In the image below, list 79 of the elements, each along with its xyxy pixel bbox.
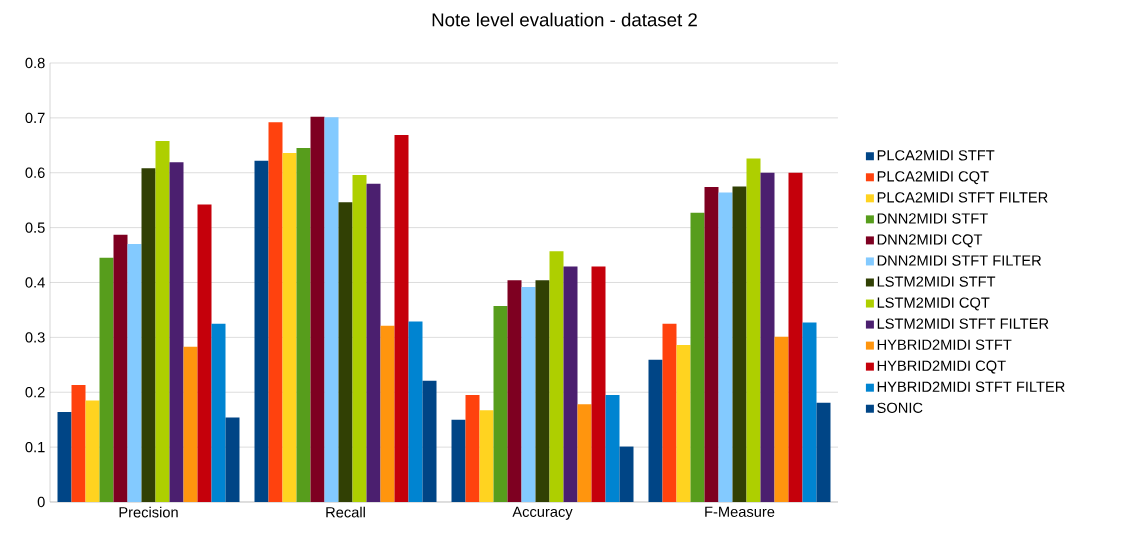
bar bbox=[197, 204, 212, 502]
legend-label: PLCA2MIDI CQT bbox=[877, 171, 989, 185]
x-tick-label: Accuracy bbox=[512, 506, 573, 520]
bar bbox=[113, 234, 128, 502]
bar bbox=[352, 174, 367, 502]
legend-label: LSTM2MIDI CQT bbox=[877, 297, 990, 311]
bar bbox=[422, 380, 437, 502]
chart-title: Note level evaluation - dataset 2 bbox=[432, 12, 697, 27]
bar bbox=[549, 251, 564, 502]
bar bbox=[718, 192, 733, 502]
bar bbox=[577, 404, 592, 502]
bar bbox=[85, 400, 100, 502]
legend-label: SONIC bbox=[877, 402, 923, 413]
bar bbox=[760, 172, 775, 502]
bar bbox=[802, 322, 817, 502]
y-tick-label: 0.8 bbox=[25, 57, 45, 69]
bar bbox=[155, 140, 170, 502]
bar bbox=[788, 172, 803, 502]
bar bbox=[366, 183, 381, 502]
bar bbox=[394, 134, 409, 502]
legend-label: HYBRID2MIDI STFT bbox=[877, 339, 1012, 350]
bar bbox=[465, 394, 480, 502]
legend-label: HYBRID2MIDI STFT FILTER bbox=[877, 381, 1065, 392]
legend-label: LSTM2MIDI STFT FILTER bbox=[877, 318, 1049, 329]
bar bbox=[619, 446, 634, 502]
y-tick-label: 0.6 bbox=[25, 167, 45, 178]
bar bbox=[268, 122, 283, 502]
bar bbox=[591, 266, 606, 502]
bar bbox=[535, 280, 550, 502]
legend-label: DNN2MIDI STFT FILTER bbox=[877, 255, 1042, 266]
bar bbox=[704, 187, 719, 502]
bar bbox=[254, 160, 269, 502]
bar bbox=[493, 306, 508, 502]
bar bbox=[282, 152, 297, 502]
bar bbox=[676, 345, 691, 502]
bar bbox=[338, 202, 353, 502]
y-tick-label: 0 bbox=[37, 496, 45, 508]
bar bbox=[324, 117, 339, 502]
bar bbox=[310, 116, 325, 502]
bar bbox=[127, 244, 142, 502]
bar bbox=[451, 419, 466, 502]
y-tick-label: 0.4 bbox=[25, 277, 45, 288]
bar bbox=[521, 286, 536, 502]
bar bbox=[774, 336, 789, 502]
bar bbox=[479, 410, 494, 502]
bar bbox=[648, 359, 663, 502]
bar bbox=[605, 394, 620, 502]
bar bbox=[690, 212, 705, 502]
bar bbox=[507, 280, 522, 502]
legend-label: DNN2MIDI STFT bbox=[877, 213, 988, 224]
bar bbox=[732, 186, 747, 502]
y-tick-label: 0.3 bbox=[25, 332, 45, 343]
y-tick-label: 0.2 bbox=[25, 387, 45, 398]
bar bbox=[57, 411, 72, 502]
x-tick-label: Precision bbox=[119, 506, 178, 518]
legend-label: HYBRID2MIDI CQT bbox=[877, 360, 1006, 374]
y-tick-label: 0.1 bbox=[25, 441, 45, 453]
y-tick-label: 0.5 bbox=[25, 222, 45, 233]
bar bbox=[71, 385, 86, 502]
bar bbox=[183, 346, 198, 502]
bar bbox=[662, 323, 677, 502]
legend-label: PLCA2MIDI STFT FILTER bbox=[877, 192, 1048, 203]
x-tick-label: Recall bbox=[326, 506, 365, 518]
bar bbox=[211, 323, 226, 502]
legend-label: PLCA2MIDI STFT bbox=[877, 150, 995, 161]
legend-label: LSTM2MIDI STFT bbox=[877, 276, 996, 287]
y-tick-label: 0.7 bbox=[25, 112, 45, 124]
bar bbox=[408, 321, 423, 502]
bar bbox=[380, 325, 395, 502]
bar bbox=[169, 162, 184, 502]
bar bbox=[99, 257, 114, 502]
bar bbox=[816, 402, 831, 502]
bar bbox=[563, 266, 578, 502]
bar bbox=[296, 148, 311, 502]
legend-label: DNN2MIDI CQT bbox=[877, 234, 983, 248]
bar bbox=[141, 168, 156, 502]
bar bbox=[225, 417, 240, 502]
bar bbox=[746, 158, 761, 502]
x-tick-label: F-Measure bbox=[705, 506, 775, 517]
